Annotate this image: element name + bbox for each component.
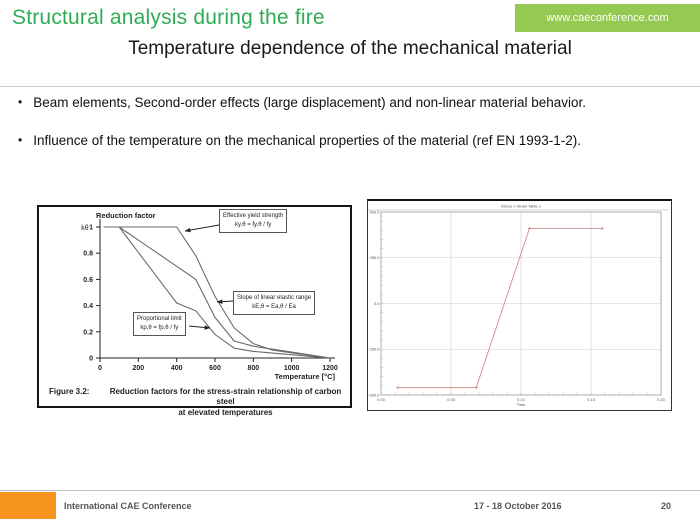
curve-2 bbox=[103, 226, 331, 359]
svg-text:0: 0 bbox=[89, 356, 93, 363]
svg-text:0.05: 0.05 bbox=[447, 397, 456, 402]
list-item: • Beam elements, Second-order effects (l… bbox=[18, 92, 650, 114]
svg-text:1: 1 bbox=[89, 225, 93, 232]
svg-text:kθ: kθ bbox=[81, 225, 89, 232]
data-marker bbox=[527, 226, 531, 231]
annotation-title: Slope of linear elastic range bbox=[237, 295, 312, 301]
svg-text:0: 0 bbox=[98, 365, 102, 372]
svg-text:1000: 1000 bbox=[284, 365, 300, 372]
data-marker bbox=[600, 226, 604, 231]
svg-text:0.20: 0.20 bbox=[657, 397, 666, 402]
svg-text:0.6: 0.6 bbox=[83, 277, 93, 284]
data-marker bbox=[396, 386, 400, 390]
data-marker bbox=[474, 386, 478, 390]
annotation-formula: kp,θ = fp,θ / fy bbox=[140, 325, 179, 331]
svg-text:1200: 1200 bbox=[322, 365, 338, 372]
svg-text:-250.0: -250.0 bbox=[368, 347, 380, 352]
curve-plot-svg: Stress v Strain Table 1 0.00 0.05 0.10 0.15 0… bbox=[368, 204, 669, 407]
list-item: • Influence of the temperature on the me… bbox=[18, 130, 650, 152]
annotation-title: Effective yield strength bbox=[223, 213, 284, 219]
svg-text:0.00: 0.00 bbox=[377, 397, 386, 402]
annotation-effective-yield-strength: Effective yield strength ky,θ = fy,θ / f… bbox=[219, 209, 288, 233]
footer-orange-block bbox=[0, 492, 56, 519]
footer-page-number: 20 bbox=[661, 501, 672, 511]
svg-text:0.15: 0.15 bbox=[587, 397, 596, 402]
bullet-text: Influence of the temperature on the mech… bbox=[33, 133, 581, 149]
curve-1 bbox=[103, 226, 331, 359]
caption-line-1: Reduction factors for the stress-strain … bbox=[109, 387, 342, 407]
figure-caption: Figure 3.2: Reduction factors for the st… bbox=[39, 387, 350, 418]
software-curve-plot: Stress v Strain Table 1 0.00 0.05 0.10 0.15 0… bbox=[367, 199, 672, 411]
caption-line-2: at elevated temperatures bbox=[178, 407, 273, 417]
svg-text:250.0: 250.0 bbox=[369, 255, 380, 260]
svg-text:Reduction factor: Reduction factor bbox=[96, 211, 156, 220]
svg-text:0.0: 0.0 bbox=[374, 301, 380, 306]
svg-text:0.2: 0.2 bbox=[83, 329, 93, 336]
svg-text:Time: Time bbox=[517, 402, 527, 407]
annotation-formula: kE,θ = Ea,θ / Ea bbox=[252, 304, 296, 310]
svg-text:0.4: 0.4 bbox=[83, 303, 93, 310]
slide-subtitle: Temperature dependence of the mechanical… bbox=[128, 38, 572, 59]
annotation-slope-linear-elastic: Slope of linear elastic range kE,θ = Ea,… bbox=[233, 291, 316, 315]
svg-text:800: 800 bbox=[247, 365, 259, 372]
svg-text:400: 400 bbox=[171, 365, 183, 372]
annotation-formula: ky,θ = fy,θ / fy bbox=[234, 222, 272, 228]
bullet-icon: • bbox=[18, 95, 23, 109]
conference-url-badge: www.caeconference.com bbox=[515, 4, 700, 32]
red-curve bbox=[397, 228, 603, 389]
curve-0 bbox=[103, 226, 331, 359]
reduction-factors-figure: Reduction factor kθ Temperature [°C] 0 0.2 0.… bbox=[37, 205, 352, 417]
reduction-factors-chart-svg: Reduction factor kθ Temperature [°C] 0 0.2 0.… bbox=[81, 211, 338, 381]
annotation-title: Proportional limit bbox=[137, 316, 182, 322]
svg-text:500.0: 500.0 bbox=[369, 209, 380, 214]
footer-divider bbox=[0, 490, 700, 491]
footer-conference-name: International CAE Conference bbox=[64, 501, 192, 511]
annotation-proportional-limit: Proportional limit kp,θ = fp,θ / fy bbox=[133, 312, 186, 336]
footer-date: 17 - 18 October 2016 bbox=[474, 501, 562, 511]
svg-text:Temperature [°C]: Temperature [°C] bbox=[275, 372, 336, 381]
bullet-text: Beam elements, Second-order effects (lar… bbox=[33, 95, 586, 110]
svg-text:0.10: 0.10 bbox=[517, 397, 526, 402]
svg-text:Stress v Strain Table 1: Stress v Strain Table 1 bbox=[501, 204, 542, 209]
svg-text:600: 600 bbox=[209, 365, 221, 372]
figure-caption-label: Figure 3.2: bbox=[49, 387, 90, 396]
page-title: Structural analysis during the fire bbox=[12, 6, 325, 29]
figure-caption-text: Reduction factors for the stress-strain … bbox=[107, 387, 350, 418]
svg-text:200: 200 bbox=[132, 365, 144, 372]
svg-text:0.8: 0.8 bbox=[83, 251, 93, 258]
bullet-list: • Beam elements, Second-order effects (l… bbox=[18, 92, 650, 169]
header-divider bbox=[0, 86, 700, 87]
svg-text:-500.0: -500.0 bbox=[368, 392, 380, 397]
bullet-icon: • bbox=[18, 133, 23, 148]
